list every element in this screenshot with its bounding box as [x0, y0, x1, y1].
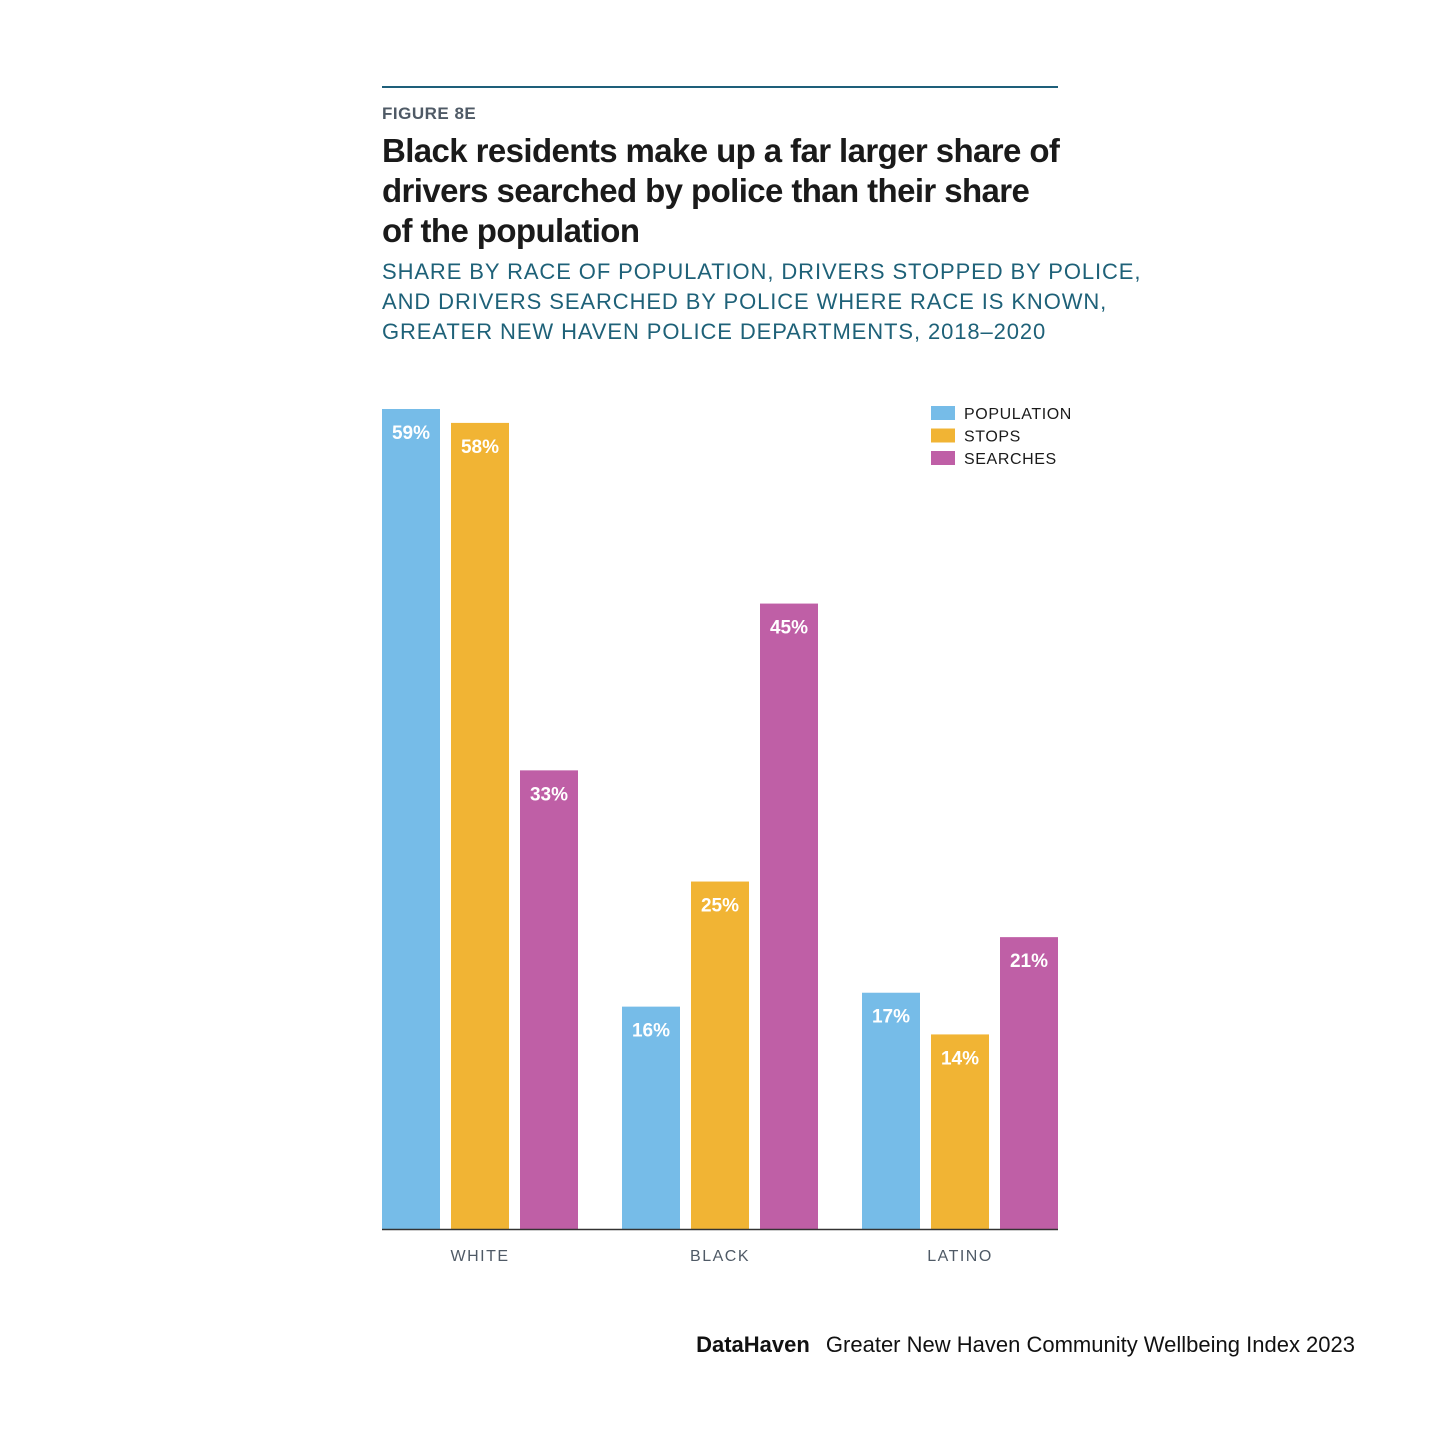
legend-swatch-stops	[931, 428, 955, 443]
footer: DataHaven Greater New Haven Community We…	[696, 1332, 1355, 1358]
data-label-population-latino: 17%	[872, 1007, 910, 1028]
legend-label-population: POPULATION	[964, 406, 1072, 423]
data-label-population-black: 16%	[632, 1021, 670, 1042]
legend-label-stops: STOPS	[964, 429, 1021, 446]
data-label-stops-black: 25%	[701, 896, 739, 917]
bar-stops-latino	[931, 1034, 989, 1229]
x-tick-label-white: WHITE	[450, 1248, 509, 1265]
chart-subtitle: SHARE BY RACE OF POPULATION, DRIVERS STO…	[382, 257, 1142, 347]
bar-stops-white	[451, 422, 509, 1229]
chart-title: Black residents make up a far larger sha…	[382, 131, 1072, 251]
chart-title-line-1: Black residents make up a far larger sha…	[382, 132, 1060, 169]
bar-searches-white	[520, 770, 578, 1229]
data-label-stops-latino: 14%	[941, 1048, 979, 1069]
bar-stops-black	[691, 881, 749, 1229]
bar-population-white	[382, 409, 440, 1229]
figure-label: FIGURE 8E	[382, 104, 477, 123]
top-rule	[382, 86, 1058, 88]
chart-title-line-3: of the population	[382, 212, 640, 249]
footer-publication: Greater New Haven Community Wellbeing In…	[825, 1332, 1355, 1357]
data-label-searches-black: 45%	[770, 618, 808, 639]
chart-subtitle-line-2: AND DRIVERS SEARCHED BY POLICE WHERE RAC…	[382, 289, 1108, 314]
data-label-stops-white: 58%	[461, 437, 499, 458]
data-label-population-white: 59%	[392, 423, 430, 444]
x-tick-label-black: BLACK	[690, 1248, 750, 1265]
data-label-searches-latino: 21%	[1010, 951, 1048, 972]
legend-swatch-searches	[931, 451, 955, 465]
chart-subtitle-line-1: SHARE BY RACE OF POPULATION, DRIVERS STO…	[382, 259, 1142, 284]
data-label-searches-white: 33%	[530, 784, 568, 805]
chart-subtitle-line-3: GREATER NEW HAVEN POLICE DEPARTMENTS, 20…	[382, 319, 1047, 344]
x-tick-label-latino: LATINO	[927, 1248, 993, 1265]
legend-swatch-population	[931, 406, 955, 420]
bar-population-latino	[862, 992, 920, 1229]
chart-title-line-2: drivers searched by police than their sh…	[382, 172, 1030, 209]
bar-searches-black	[760, 603, 818, 1229]
bar-searches-latino	[1000, 937, 1058, 1229]
bar-population-black	[622, 1006, 680, 1229]
legend-label-searches: SEARCHES	[964, 451, 1057, 468]
footer-brand: DataHaven	[696, 1332, 810, 1357]
